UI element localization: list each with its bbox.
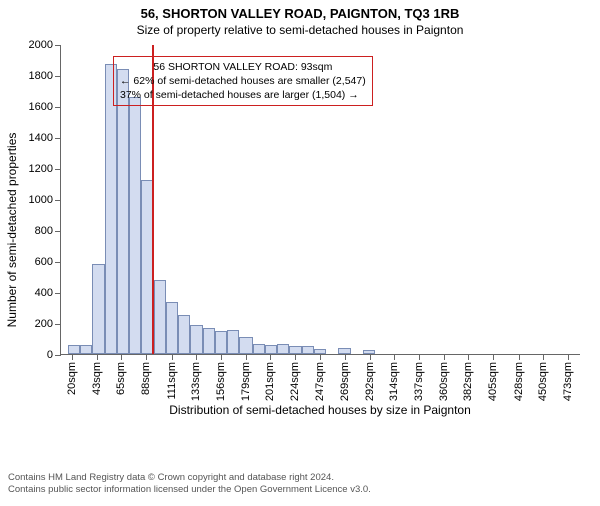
histogram-bar <box>92 264 105 354</box>
x-tick-label: 314sqm <box>388 362 400 401</box>
y-tick <box>55 231 61 232</box>
x-tick-label: 43sqm <box>91 362 103 395</box>
y-tick <box>55 45 61 46</box>
annotation-box: 56 SHORTON VALLEY ROAD: 93sqm← 62% of se… <box>113 56 373 107</box>
chart-title-main: 56, SHORTON VALLEY ROAD, PAIGNTON, TQ3 1… <box>0 6 600 21</box>
x-tick-label: 473sqm <box>562 362 574 401</box>
chart-area: Number of semi-detached properties 02004… <box>60 45 580 415</box>
x-tick <box>468 354 469 360</box>
x-tick <box>493 354 494 360</box>
x-tick <box>370 354 371 360</box>
y-tick-label: 1200 <box>29 163 53 175</box>
y-tick-label: 2000 <box>29 39 53 51</box>
x-tick-label: 247sqm <box>314 362 326 401</box>
y-tick <box>55 76 61 77</box>
annotation-line: ← 62% of semi-detached houses are smalle… <box>120 74 366 88</box>
x-tick-label: 111sqm <box>166 362 178 400</box>
histogram-bar <box>105 64 117 354</box>
histogram-bar <box>239 337 252 354</box>
y-tick <box>55 169 61 170</box>
histogram-bar <box>178 315 190 354</box>
y-tick-label: 200 <box>35 318 53 330</box>
x-tick <box>270 354 271 360</box>
histogram-bar <box>129 97 141 354</box>
x-tick-label: 360sqm <box>438 362 450 401</box>
histogram-bar <box>154 280 166 354</box>
histogram-bar <box>117 69 129 354</box>
x-tick-label: 88sqm <box>140 362 152 395</box>
histogram-bar <box>203 328 215 354</box>
x-tick-label: 65sqm <box>115 362 127 395</box>
x-tick-label: 201sqm <box>264 362 276 401</box>
y-tick-label: 400 <box>35 287 53 299</box>
x-tick <box>221 354 222 360</box>
histogram-bar <box>68 345 80 354</box>
x-tick <box>543 354 544 360</box>
histogram-bar <box>227 330 239 354</box>
x-tick-label: 20sqm <box>66 362 78 395</box>
histogram-bar <box>80 345 92 354</box>
x-tick-label: 224sqm <box>289 362 301 401</box>
x-axis-label: Distribution of semi-detached houses by … <box>60 403 580 417</box>
x-tick <box>146 354 147 360</box>
y-tick <box>55 200 61 201</box>
y-tick-label: 1400 <box>29 132 53 144</box>
y-axis-label: Number of semi-detached properties <box>5 133 19 328</box>
x-tick-label: 405sqm <box>487 362 499 401</box>
x-tick <box>72 354 73 360</box>
x-tick <box>519 354 520 360</box>
histogram-bar <box>215 331 227 354</box>
histogram-bar <box>190 325 203 354</box>
x-tick-label: 292sqm <box>364 362 376 401</box>
y-tick-label: 1800 <box>29 70 53 82</box>
x-tick <box>246 354 247 360</box>
x-tick <box>394 354 395 360</box>
y-tick <box>55 324 61 325</box>
y-tick <box>55 138 61 139</box>
x-tick <box>419 354 420 360</box>
plot-region: 020040060080010001200140016001800200020s… <box>60 45 580 355</box>
annotation-line: 56 SHORTON VALLEY ROAD: 93sqm <box>120 60 366 74</box>
x-tick-label: 269sqm <box>339 362 351 401</box>
histogram-bar <box>289 346 302 354</box>
footer-line-2: Contains public sector information licen… <box>8 484 371 496</box>
histogram-bar <box>265 345 277 354</box>
histogram-bar <box>253 344 265 354</box>
x-tick-label: 382sqm <box>462 362 474 401</box>
histogram-bar <box>302 346 314 354</box>
y-tick-label: 0 <box>47 349 53 361</box>
x-tick-label: 133sqm <box>190 362 202 401</box>
x-tick-label: 156sqm <box>215 362 227 401</box>
footer-line-1: Contains HM Land Registry data © Crown c… <box>8 472 371 484</box>
x-tick <box>196 354 197 360</box>
x-tick <box>295 354 296 360</box>
histogram-bar <box>277 344 289 354</box>
x-tick-label: 179sqm <box>240 362 252 401</box>
x-tick-label: 428sqm <box>513 362 525 401</box>
y-tick-label: 1000 <box>29 194 53 206</box>
y-tick <box>55 355 61 356</box>
x-tick-label: 337sqm <box>413 362 425 401</box>
y-tick <box>55 107 61 108</box>
x-tick <box>97 354 98 360</box>
x-tick <box>444 354 445 360</box>
x-tick <box>121 354 122 360</box>
y-tick <box>55 262 61 263</box>
y-tick-label: 800 <box>35 225 53 237</box>
histogram-bar <box>166 302 178 354</box>
y-tick-label: 600 <box>35 256 53 268</box>
x-tick <box>568 354 569 360</box>
x-tick-label: 450sqm <box>537 362 549 401</box>
x-tick <box>172 354 173 360</box>
x-tick <box>320 354 321 360</box>
y-tick <box>55 293 61 294</box>
y-tick-label: 1600 <box>29 101 53 113</box>
footer-attribution: Contains HM Land Registry data © Crown c… <box>8 472 371 496</box>
annotation-line: 37% of semi-detached houses are larger (… <box>120 88 366 102</box>
x-tick <box>345 354 346 360</box>
chart-title-sub: Size of property relative to semi-detach… <box>0 23 600 37</box>
